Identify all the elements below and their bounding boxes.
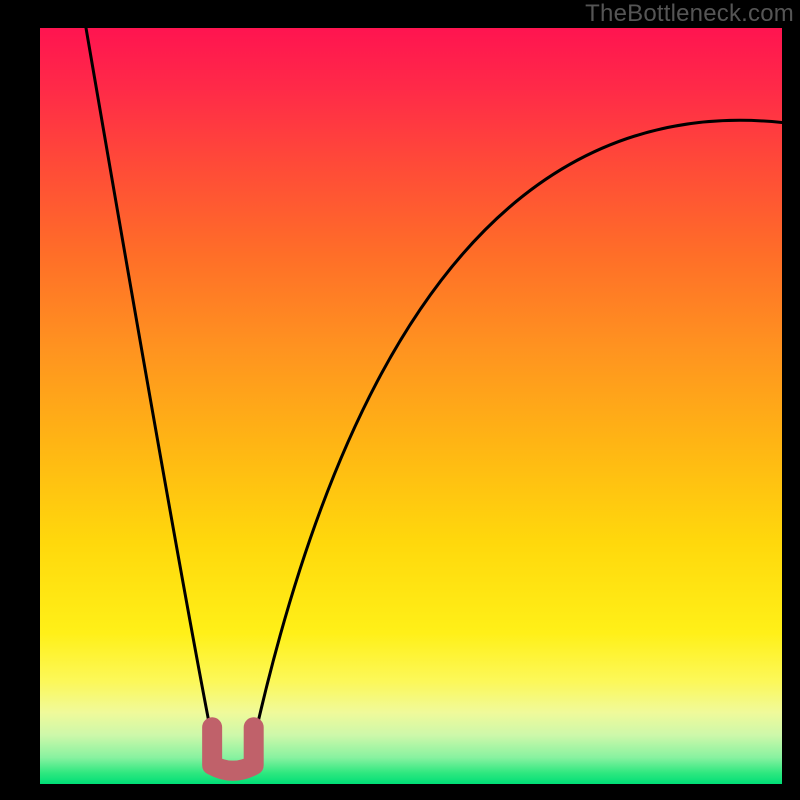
plot-area bbox=[40, 28, 782, 784]
frame-bottom bbox=[0, 784, 800, 800]
watermark-text: TheBottleneck.com bbox=[585, 0, 794, 28]
bottleneck-chart: TheBottleneck.com bbox=[0, 0, 800, 800]
frame-left bbox=[0, 0, 40, 800]
frame-right bbox=[782, 0, 800, 800]
plot-svg bbox=[40, 28, 782, 784]
